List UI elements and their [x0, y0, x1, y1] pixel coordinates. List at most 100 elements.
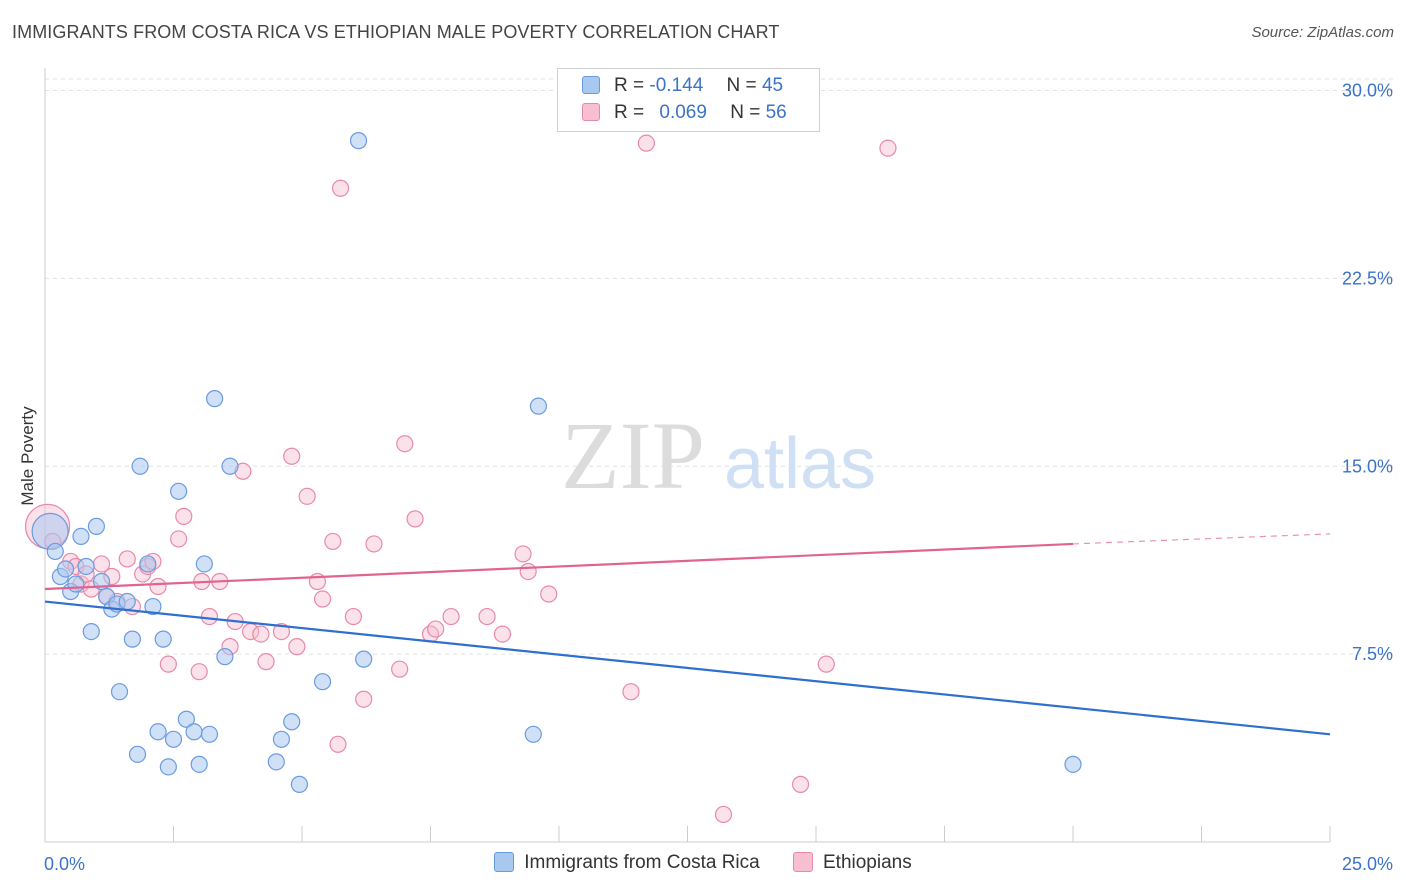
ethiopians-point	[159, 655, 177, 673]
costa-rica-point	[170, 482, 188, 500]
series-legend: Immigrants from Costa Rica Ethiopians	[0, 852, 1406, 874]
costa-rica-point	[1064, 755, 1082, 773]
costa-rica-point	[118, 592, 136, 611]
ethiopians-point	[442, 607, 460, 626]
ethiopians-point	[331, 179, 350, 197]
costa-rica-point	[77, 557, 95, 576]
costa-rica-point	[149, 723, 167, 741]
ethiopians-point	[313, 590, 332, 608]
costa-rica-point	[206, 390, 224, 408]
ethiopians-point	[257, 653, 275, 671]
r-label: R =	[614, 75, 645, 96]
ethiopians-point	[406, 510, 424, 528]
y-tick-label: 7.5%	[1352, 644, 1393, 664]
costa-rica-points	[31, 132, 1082, 793]
costa-rica-point	[177, 710, 195, 728]
ethiopians-point	[283, 447, 301, 465]
ethiopians-point	[329, 735, 347, 753]
costa-rica-point	[82, 622, 100, 641]
ethiopians-point	[175, 507, 193, 525]
y-tick-label: 30.0%	[1342, 81, 1393, 101]
ethiopians-point	[514, 545, 532, 563]
trend-lines	[44, 533, 1331, 736]
costa-rica-point	[31, 512, 69, 550]
costa-rica-point	[216, 648, 234, 666]
costa-rica-point	[529, 397, 548, 415]
ethiopians-point	[714, 805, 733, 824]
legend-label-costa-rica: Immigrants from Costa Rica	[524, 852, 760, 873]
costa-rica-point	[131, 457, 149, 475]
chart-title: IMMIGRANTS FROM COSTA RICA VS ETHIOPIAN …	[12, 22, 780, 42]
ethiopians-point	[344, 607, 362, 626]
ethiopians-point	[791, 775, 810, 793]
costa-rica-point	[313, 673, 332, 691]
y-tick-label: 15.0%	[1342, 456, 1393, 476]
ethiopians-point	[252, 625, 270, 643]
ethiopians-point	[391, 660, 409, 678]
legend-label-ethiopians: Ethiopians	[823, 852, 912, 873]
legend-item-costa-rica[interactable]: Immigrants from Costa Rica	[494, 852, 760, 874]
watermark: ZIP atlas	[561, 402, 876, 509]
r-value-pink: 0.069	[659, 102, 707, 123]
stats-row-ethiopians: R = 0.069 N = 56	[582, 102, 787, 124]
ethiopians-point	[298, 487, 316, 505]
costa-rica-point	[349, 132, 368, 150]
ethiopians-point	[396, 435, 414, 453]
stats-row-costa-rica: R = -0.144 N = 45	[582, 75, 783, 97]
ethiopians-point	[190, 663, 208, 681]
axes	[44, 68, 1331, 843]
y-axis-label: Male Poverty	[18, 406, 37, 506]
costa-rica-point	[524, 725, 542, 743]
n-label: N =	[730, 102, 761, 123]
ethiopians-point	[637, 134, 655, 152]
costa-rica-point	[355, 650, 373, 668]
n-value-pink: 56	[765, 102, 787, 123]
legend-item-ethiopians[interactable]: Ethiopians	[793, 852, 912, 874]
n-label: N =	[726, 75, 757, 96]
r-value-blue: -0.144	[649, 75, 704, 96]
costa-rica-point	[267, 753, 285, 771]
costa-rica-point	[200, 725, 219, 743]
costa-rica-point	[154, 630, 172, 648]
ethiopians-point	[149, 577, 167, 596]
n-value-blue: 45	[761, 75, 784, 96]
blue-swatch	[494, 852, 515, 872]
costa-rica-point	[159, 758, 177, 776]
costa-rica-point	[56, 560, 75, 578]
ethiopians-trend-extension	[1072, 533, 1331, 545]
ethiopians-point	[478, 607, 496, 626]
pink-swatch	[793, 852, 813, 872]
ethiopians-point	[540, 585, 558, 603]
costa-rica-point	[123, 630, 141, 648]
y-tick-label: 22.5%	[1342, 268, 1393, 288]
ethiopians-point	[365, 535, 383, 553]
ethiopians-trend-line	[44, 542, 1074, 591]
ethiopians-point	[622, 683, 640, 701]
costa-rica-point	[128, 745, 147, 763]
costa-rica-point	[110, 683, 129, 701]
y-tick-labels: 7.5% 15.0% 22.5% 30.0%	[1342, 81, 1393, 665]
ethiopians-point	[324, 532, 342, 551]
costa-rica-point	[164, 730, 183, 748]
stats-legend: R = -0.144 N = 45 R = 0.069 N = 56	[557, 68, 820, 132]
ethiopians-point	[493, 625, 512, 643]
costa-rica-point	[139, 555, 157, 573]
source-label: Source: ZipAtlas.com	[1251, 24, 1394, 41]
costa-rica-point	[195, 555, 213, 573]
costa-rica-point	[283, 713, 301, 731]
x-tick-label: 25.0%	[1342, 854, 1393, 874]
ethiopians-point	[200, 607, 219, 626]
costa-rica-point	[185, 723, 203, 741]
costa-rica-point	[72, 527, 90, 546]
ethiopians-point	[355, 690, 373, 708]
blue-swatch	[582, 76, 600, 94]
ethiopians-point	[427, 620, 445, 638]
ethiopians-point	[817, 655, 835, 673]
ethiopians-point	[879, 139, 897, 157]
x-tick-label: 0.0%	[44, 854, 85, 874]
costa-rica-point	[144, 597, 162, 616]
costa-rica-trend-line	[44, 600, 1331, 736]
watermark-atlas: atlas	[724, 424, 876, 504]
r-label: R =	[614, 102, 645, 123]
